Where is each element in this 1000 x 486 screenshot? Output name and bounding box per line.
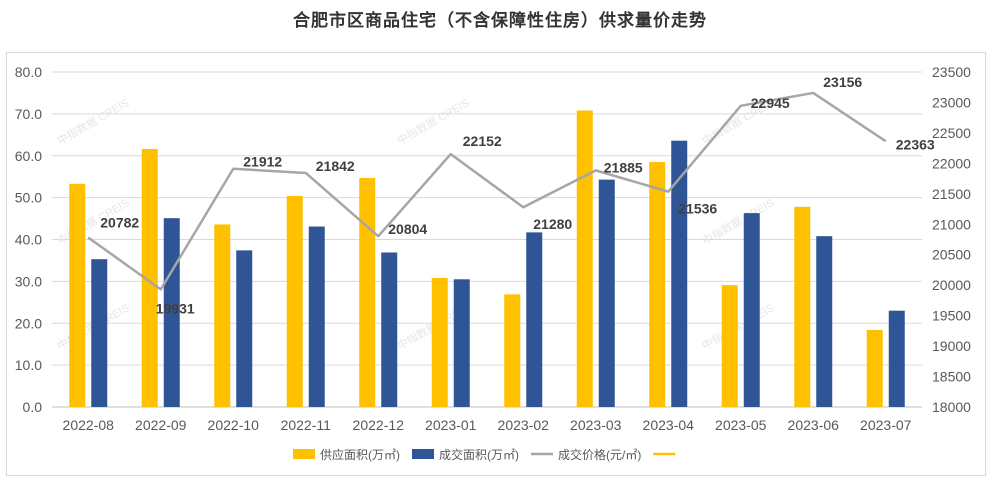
legend-swatch xyxy=(412,449,434,459)
deal-bar xyxy=(816,236,833,407)
price-data-label: 19931 xyxy=(156,300,195,316)
left-axis-tick-label: 50.0 xyxy=(15,190,42,206)
x-axis-tick-label: 2023-01 xyxy=(425,417,477,433)
price-data-label: 21912 xyxy=(243,154,282,170)
legend-label: 供应面积(万㎡) xyxy=(320,447,400,462)
deal-bar xyxy=(381,252,398,407)
right-axis-tick-label: 21000 xyxy=(932,216,971,232)
x-axis-tick-label: 2022-12 xyxy=(353,417,405,433)
right-axis-tick-label: 20500 xyxy=(932,247,971,263)
left-axis-tick-label: 10.0 xyxy=(15,357,42,373)
left-axis-tick-label: 80.0 xyxy=(15,64,42,80)
supply-bar xyxy=(69,183,86,407)
supply-bar xyxy=(794,206,811,407)
x-axis-tick-label: 2022-11 xyxy=(281,417,332,433)
right-axis-tick-label: 22500 xyxy=(932,125,971,141)
deal-bar xyxy=(598,179,615,407)
supply-bar xyxy=(359,177,376,407)
supply-bar xyxy=(721,285,738,407)
price-data-label: 21842 xyxy=(316,158,355,174)
supply-bar xyxy=(504,294,521,407)
x-axis-tick-label: 2022-09 xyxy=(135,417,187,433)
supply-bar xyxy=(286,195,303,407)
supply-bar xyxy=(576,110,593,408)
legend-swatch xyxy=(293,449,315,459)
price-data-label: 21280 xyxy=(533,216,572,232)
watermark-text: 中指数据 CREIS xyxy=(55,95,132,147)
right-axis-tick-label: 23000 xyxy=(932,94,971,110)
price-data-label: 23156 xyxy=(823,74,862,90)
right-axis-tick-label: 20000 xyxy=(932,277,971,293)
chart-frame xyxy=(6,52,986,476)
left-axis-tick-label: 0.0 xyxy=(23,399,43,415)
price-line xyxy=(87,91,887,291)
x-axis-tick-label: 2023-03 xyxy=(570,417,622,433)
price-data-label: 22363 xyxy=(896,136,935,152)
deal-bar xyxy=(888,310,905,407)
x-axis-tick-label: 2022-10 xyxy=(208,417,260,433)
watermark-text: 中指数据 CREIS xyxy=(395,95,472,147)
supply-bar xyxy=(141,149,158,408)
supply-bar xyxy=(649,162,666,407)
x-axis-tick-label: 2022-08 xyxy=(63,417,115,433)
deal-bar xyxy=(453,279,470,407)
x-axis-tick-label: 2023-07 xyxy=(860,417,912,433)
price-data-label: 20804 xyxy=(388,221,427,237)
legend-label: 成交价格(元/㎡) xyxy=(558,447,641,462)
right-axis-tick-label: 21500 xyxy=(932,186,971,202)
left-axis-tick-label: 70.0 xyxy=(15,106,42,122)
right-axis-tick-label: 18500 xyxy=(932,369,971,385)
x-axis-tick-label: 2023-05 xyxy=(715,417,767,433)
left-axis-tick-label: 30.0 xyxy=(15,273,42,289)
right-axis-tick-label: 19000 xyxy=(932,338,971,354)
deal-bar xyxy=(236,250,253,407)
right-axis-tick-label: 22000 xyxy=(932,155,971,171)
deal-bar xyxy=(308,226,325,407)
right-axis-tick-label: 19500 xyxy=(932,308,971,324)
price-data-label: 20782 xyxy=(100,215,139,231)
deal-bar xyxy=(671,140,688,408)
left-axis-tick-label: 60.0 xyxy=(15,148,42,164)
price-data-label: 21536 xyxy=(678,201,717,217)
deal-bar xyxy=(526,232,543,407)
deal-bar xyxy=(91,259,108,407)
supply-bar xyxy=(866,329,883,407)
right-axis-tick-label: 18000 xyxy=(932,399,971,415)
supply-bar xyxy=(431,278,448,407)
deal-bar xyxy=(743,213,760,407)
price-data-label: 21885 xyxy=(604,159,643,175)
x-axis-tick-label: 2023-06 xyxy=(788,417,840,433)
left-axis-tick-label: 40.0 xyxy=(15,232,42,248)
chart-title: 合肥市区商品住宅（不含保障性住房）供求量价走势 xyxy=(293,11,707,30)
x-axis-tick-label: 2023-04 xyxy=(643,417,695,433)
watermark-text: 中指数据 CREIS xyxy=(700,300,777,352)
left-axis-tick-label: 20.0 xyxy=(15,315,42,331)
x-axis-tick-label: 2023-02 xyxy=(498,417,550,433)
price-data-label: 22945 xyxy=(751,95,790,111)
supply-bar xyxy=(214,224,231,407)
legend-label: 成交面积(万㎡) xyxy=(439,447,519,462)
price-data-label: 22152 xyxy=(463,133,502,149)
right-axis-tick-label: 23500 xyxy=(932,64,971,80)
